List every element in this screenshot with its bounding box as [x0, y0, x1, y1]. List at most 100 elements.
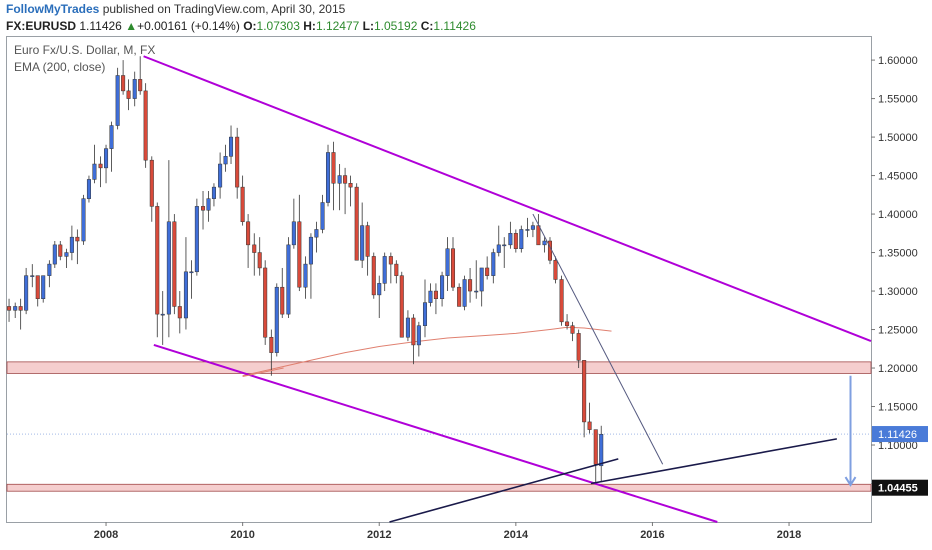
candle[interactable] — [343, 167, 348, 215]
candle[interactable] — [280, 267, 285, 318]
candle[interactable] — [411, 314, 416, 365]
publisher-name[interactable]: FollowMyTrades — [6, 2, 100, 16]
channel-line[interactable] — [153, 343, 718, 523]
candle[interactable] — [485, 256, 490, 280]
candle[interactable] — [553, 256, 558, 284]
indicator-label[interactable]: EMA (200, close) — [14, 60, 106, 74]
candle[interactable] — [81, 194, 86, 245]
target-arrow[interactable] — [844, 375, 857, 487]
candle[interactable] — [450, 237, 456, 292]
candle[interactable] — [194, 198, 199, 276]
candle[interactable] — [189, 260, 194, 299]
candle[interactable] — [320, 194, 325, 234]
candle[interactable] — [491, 248, 496, 284]
candle[interactable] — [274, 283, 279, 357]
candle[interactable] — [246, 214, 251, 268]
candle[interactable] — [576, 329, 581, 369]
candle[interactable] — [269, 329, 274, 376]
candle[interactable] — [41, 275, 46, 303]
candle[interactable] — [599, 425, 604, 482]
candle[interactable] — [30, 264, 35, 288]
candle[interactable] — [35, 275, 40, 307]
candle[interactable] — [325, 144, 331, 207]
candle[interactable] — [149, 156, 154, 222]
candle[interactable] — [519, 225, 524, 253]
candle[interactable] — [428, 283, 433, 307]
candle[interactable] — [155, 202, 160, 338]
candle[interactable] — [24, 267, 29, 315]
candle[interactable] — [371, 252, 376, 299]
candle[interactable] — [257, 237, 262, 276]
candle[interactable] — [13, 302, 18, 318]
candle[interactable] — [286, 237, 291, 318]
candle[interactable] — [160, 291, 165, 345]
candle[interactable] — [462, 275, 467, 311]
candle[interactable] — [479, 267, 484, 307]
symbol-label[interactable]: FX:EURUSD — [6, 19, 77, 33]
candle[interactable] — [132, 71, 137, 107]
candle[interactable] — [201, 190, 206, 230]
candle[interactable] — [348, 175, 353, 207]
candle[interactable] — [399, 271, 404, 338]
candle[interactable] — [377, 275, 382, 318]
candle[interactable] — [235, 127, 240, 199]
candle[interactable] — [570, 321, 575, 342]
candle[interactable] — [433, 283, 438, 315]
candle[interactable] — [536, 214, 541, 246]
candle[interactable] — [218, 152, 223, 199]
candle[interactable] — [525, 217, 530, 238]
candle[interactable] — [468, 267, 473, 303]
candle[interactable] — [422, 279, 428, 338]
candle[interactable] — [559, 275, 564, 326]
candle[interactable] — [308, 233, 313, 299]
candle[interactable] — [109, 121, 114, 172]
candle[interactable] — [223, 144, 228, 172]
candle[interactable] — [177, 291, 182, 334]
candle[interactable] — [405, 310, 410, 342]
candle[interactable] — [52, 241, 57, 268]
candle[interactable] — [365, 221, 370, 276]
candle[interactable] — [75, 229, 80, 265]
candle[interactable] — [121, 60, 126, 95]
candle[interactable] — [445, 237, 450, 292]
candle[interactable] — [547, 237, 553, 265]
support-zone[interactable] — [6, 483, 872, 492]
candle[interactable] — [542, 237, 547, 253]
candle[interactable] — [69, 225, 74, 261]
candle[interactable] — [64, 248, 69, 268]
candle[interactable] — [172, 214, 177, 315]
candle[interactable] — [138, 56, 143, 95]
candle[interactable] — [291, 198, 296, 249]
candle[interactable] — [183, 237, 188, 330]
candle[interactable] — [211, 183, 216, 207]
candle[interactable] — [360, 202, 365, 268]
candle[interactable] — [229, 125, 234, 165]
candle[interactable] — [593, 429, 598, 484]
candle[interactable] — [496, 225, 501, 257]
candle[interactable] — [143, 83, 148, 168]
candle[interactable] — [394, 260, 399, 284]
candle[interactable] — [337, 164, 342, 211]
candle[interactable] — [47, 260, 52, 288]
candle[interactable] — [92, 144, 97, 184]
candle[interactable] — [354, 183, 359, 261]
candle[interactable] — [252, 233, 257, 276]
candle[interactable] — [297, 194, 302, 292]
candle[interactable] — [331, 141, 336, 211]
trend-line[interactable] — [389, 458, 619, 523]
candle[interactable] — [104, 144, 109, 184]
candle[interactable] — [388, 252, 393, 284]
candle[interactable] — [440, 271, 445, 307]
candle[interactable] — [416, 321, 421, 357]
candle[interactable] — [457, 283, 462, 307]
candle[interactable] — [166, 160, 171, 338]
candle[interactable] — [206, 190, 211, 222]
candle[interactable] — [115, 67, 120, 130]
candle[interactable] — [263, 260, 268, 345]
chart-frame[interactable] — [6, 36, 872, 523]
candle[interactable] — [502, 237, 507, 268]
trend-line[interactable] — [590, 438, 837, 485]
candle[interactable] — [565, 314, 570, 330]
candle[interactable] — [582, 360, 587, 438]
